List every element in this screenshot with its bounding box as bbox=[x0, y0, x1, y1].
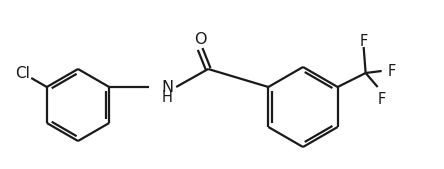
Text: H: H bbox=[162, 91, 173, 105]
Text: F: F bbox=[377, 91, 386, 106]
Text: Cl: Cl bbox=[15, 66, 30, 80]
Text: N: N bbox=[161, 79, 173, 94]
Text: F: F bbox=[360, 33, 368, 49]
Text: O: O bbox=[194, 32, 206, 47]
Text: F: F bbox=[388, 64, 396, 78]
